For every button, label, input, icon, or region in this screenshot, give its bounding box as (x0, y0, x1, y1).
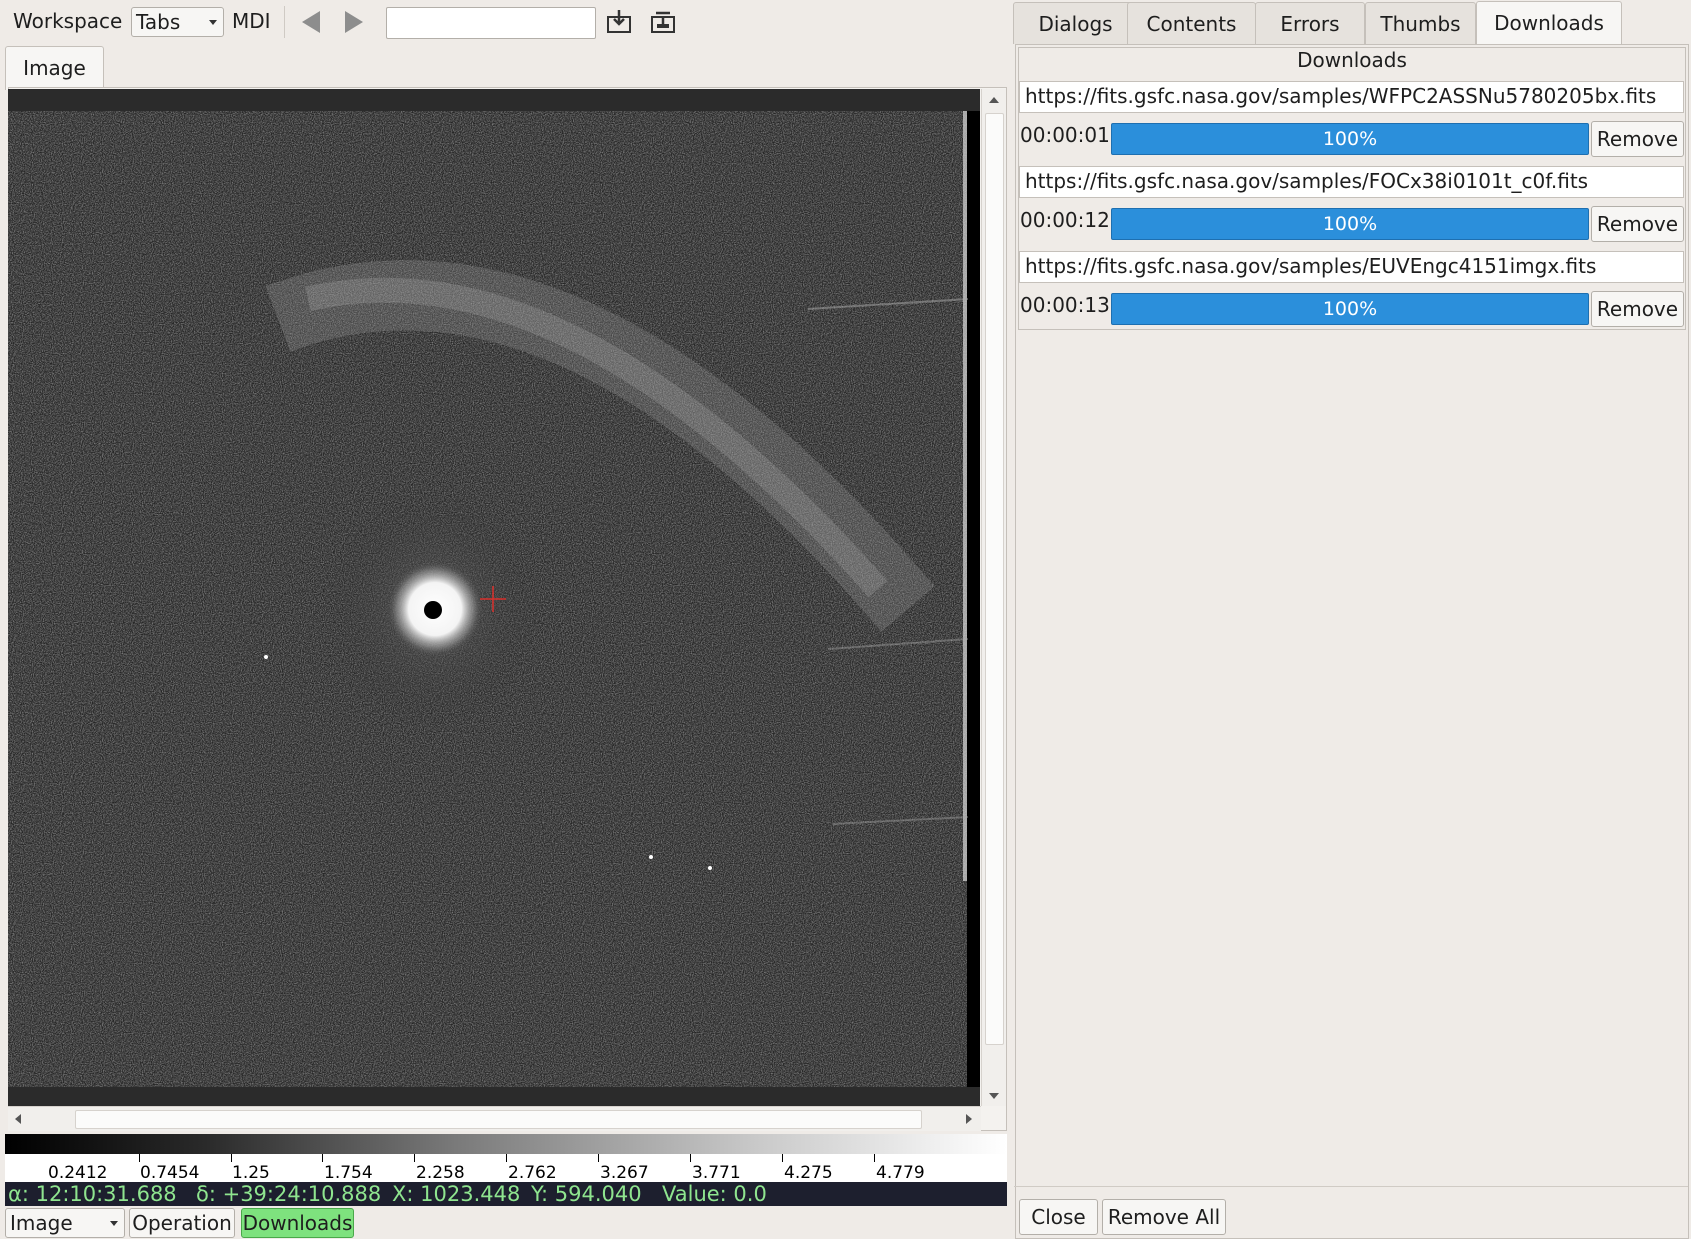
tick-mark (690, 1154, 691, 1162)
layout-select[interactable]: Tabs (131, 7, 224, 37)
colorbar[interactable] (5, 1134, 1007, 1154)
fits-image (8, 89, 980, 1106)
tick-label: 2.762 (508, 1163, 557, 1183)
tick-mark (414, 1154, 415, 1162)
search-input[interactable] (386, 7, 596, 39)
status-delta: δ: +39:24:10.888 (196, 1182, 382, 1206)
close-button[interactable]: Close (1019, 1199, 1098, 1235)
mode-select[interactable]: Image (5, 1208, 125, 1238)
status-y: Y: 594.040 (531, 1182, 642, 1206)
scroll-down-icon[interactable] (989, 1093, 999, 1099)
chevron-down-icon (209, 20, 217, 25)
tick-label: 3.267 (600, 1163, 649, 1183)
download-progress-bar: 100% (1111, 208, 1589, 240)
tick-label: 1.754 (324, 1163, 373, 1183)
horizontal-scroll-thumb[interactable] (75, 1110, 922, 1129)
tick-mark (322, 1154, 323, 1162)
operation-button[interactable]: Operation (129, 1208, 235, 1238)
download-elapsed: 00:00:12 (1020, 208, 1110, 232)
scroll-up-icon[interactable] (989, 97, 999, 103)
layout-select-value: Tabs (136, 10, 181, 34)
vertical-scroll-thumb[interactable] (985, 113, 1004, 1045)
tab-image[interactable]: Image (5, 46, 104, 90)
download-elapsed: 00:00:13 (1020, 293, 1110, 317)
remove-button[interactable]: Remove (1591, 206, 1684, 242)
upload-icon[interactable] (648, 7, 678, 37)
mode-select-value: Image (10, 1211, 73, 1235)
tick-label: 3.771 (692, 1163, 741, 1183)
tab-dialogs[interactable]: Dialogs (1013, 2, 1138, 44)
tick-label: 2.258 (416, 1163, 465, 1183)
tick-label: 1.25 (232, 1163, 270, 1183)
scroll-left-icon[interactable] (15, 1114, 21, 1124)
remove-button[interactable]: Remove (1591, 291, 1684, 327)
download-url-field[interactable]: https://fits.gsfc.nasa.gov/samples/EUVEn… (1019, 251, 1684, 283)
fits-image-viewport[interactable] (8, 89, 980, 1106)
panel-divider (1014, 1186, 1688, 1187)
tick-mark (231, 1154, 232, 1162)
tick-mark (139, 1154, 140, 1162)
downloads-list (1018, 47, 1686, 330)
scroll-right-icon[interactable] (966, 1114, 972, 1124)
crosshair-marker (480, 586, 506, 612)
tick-mark (598, 1154, 599, 1162)
tick-mark (506, 1154, 507, 1162)
download-progress-bar: 100% (1111, 293, 1589, 325)
remove-button[interactable]: Remove (1591, 121, 1684, 157)
coordinate-status-bar: α: 12:10:31.688 δ: +39:24:10.888 X: 1023… (5, 1182, 1007, 1206)
vertical-scrollbar[interactable] (981, 89, 1006, 1106)
tab-errors[interactable]: Errors (1255, 2, 1365, 44)
status-x: X: 1023.448 (392, 1182, 521, 1206)
tick-mark (782, 1154, 783, 1162)
download-url-field[interactable]: https://fits.gsfc.nasa.gov/samples/FOCx3… (1019, 166, 1684, 198)
tick-mark (874, 1154, 875, 1162)
tick-label: 0.2412 (48, 1163, 108, 1183)
tab-thumbs[interactable]: Thumbs (1365, 2, 1476, 44)
downloads-panel (1015, 44, 1689, 1239)
chevron-down-icon (110, 1221, 118, 1226)
download-url-field[interactable]: https://fits.gsfc.nasa.gov/samples/WFPC2… (1019, 81, 1684, 113)
tick-label: 4.779 (876, 1163, 925, 1183)
status-alpha: α: 12:10:31.688 (8, 1182, 177, 1206)
toolbar-separator (284, 6, 285, 38)
download-progress-bar: 100% (1111, 123, 1589, 155)
arrow-right-icon[interactable] (339, 7, 369, 37)
download-elapsed: 00:00:01 (1020, 123, 1110, 147)
tick-label: 4.275 (784, 1163, 833, 1183)
tab-downloads[interactable]: Downloads (1476, 1, 1622, 45)
horizontal-scrollbar[interactable] (8, 1106, 981, 1131)
tab-contents[interactable]: Contents (1127, 2, 1256, 44)
tick-label: 0.7454 (140, 1163, 200, 1183)
mdi-label[interactable]: MDI (232, 9, 271, 33)
downloads-title: Downloads (1297, 48, 1407, 72)
remove-all-button[interactable]: Remove All (1102, 1199, 1226, 1235)
download-icon[interactable] (604, 7, 634, 37)
arrow-left-icon[interactable] (296, 7, 326, 37)
downloads-button[interactable]: Downloads (241, 1208, 354, 1238)
status-value: Value: 0.0 (662, 1182, 767, 1206)
workspace-label: Workspace (13, 9, 123, 33)
